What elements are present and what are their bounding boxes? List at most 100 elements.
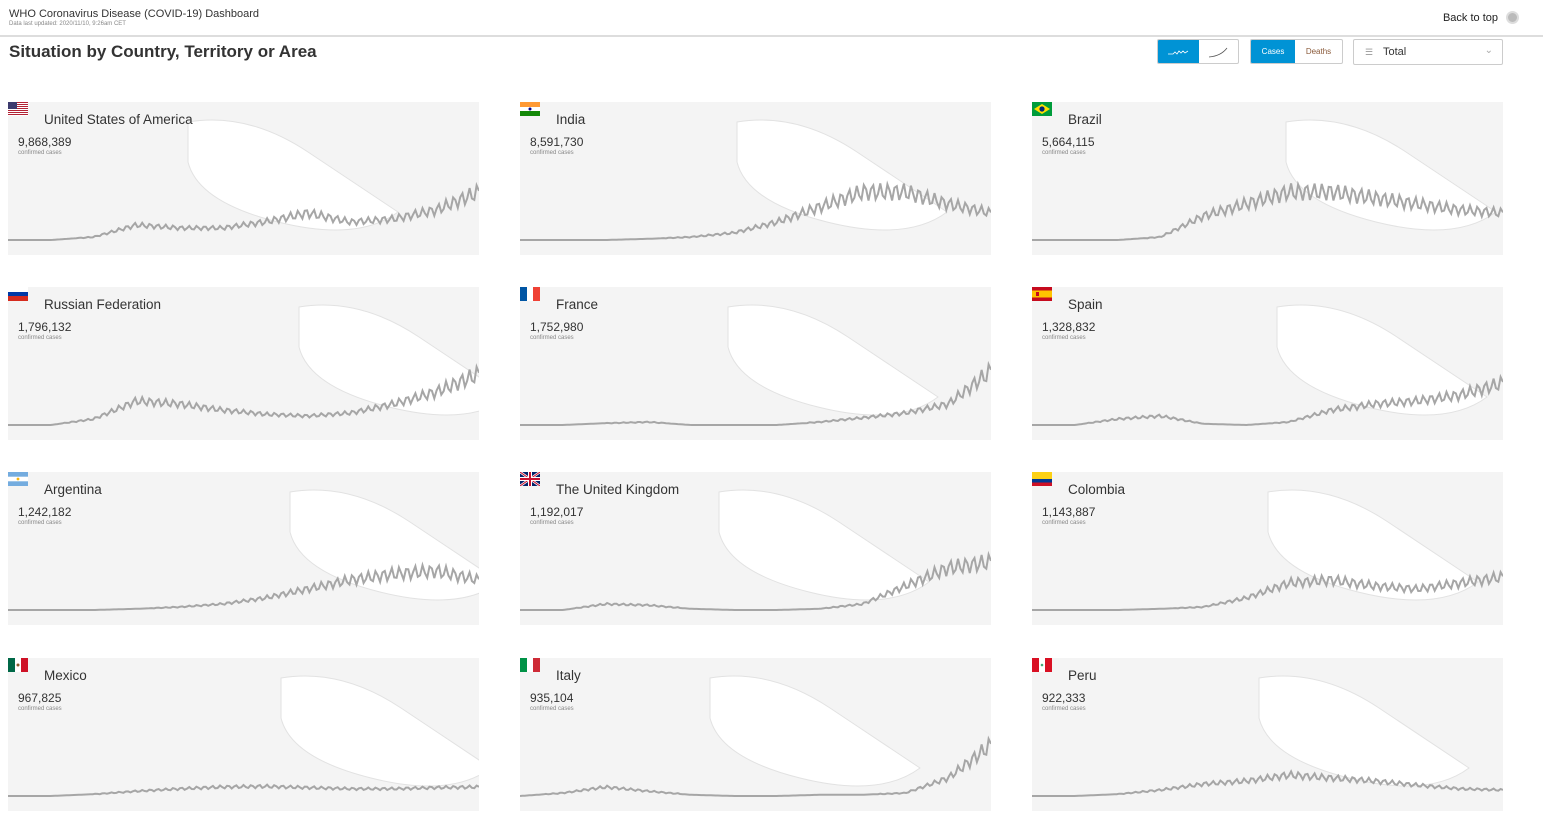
flag-icon (8, 472, 28, 486)
cases-button[interactable]: Cases (1251, 40, 1296, 63)
sort-value: Total (1383, 46, 1407, 58)
confirmed-count: 1,242,182 (18, 505, 72, 519)
confirmed-label: confirmed cases (530, 520, 574, 526)
country-card[interactable]: Argentina 1,242,182 confirmed cases (8, 472, 479, 625)
country-name: Mexico (44, 668, 87, 683)
chevron-down-icon: ⌄ (1484, 45, 1493, 56)
confirmed-label: confirmed cases (18, 150, 62, 156)
country-name: France (556, 297, 599, 312)
country-name: India (556, 112, 586, 127)
trend-line (8, 363, 479, 426)
confirmed-count: 1,796,132 (18, 320, 72, 334)
app-title: WHO Coronavirus Disease (COVID-19) Dashb… (9, 8, 260, 20)
country-name: Peru (1068, 668, 1097, 683)
flag-icon (1032, 658, 1052, 672)
confirmed-count: 5,664,115 (1042, 135, 1095, 149)
map-and-trend (1032, 489, 1503, 611)
chart-mode-toggle (1157, 39, 1239, 64)
confirmed-count: 1,328,832 (1042, 320, 1096, 334)
confirmed-count: 8,591,730 (530, 135, 584, 149)
map-and-trend (520, 304, 991, 426)
curve-icon (1209, 47, 1228, 57)
map-and-trend (1032, 675, 1503, 797)
map-and-trend (8, 675, 479, 797)
map-and-trend (1032, 304, 1503, 427)
confirmed-count: 967,825 (18, 691, 62, 705)
country-card[interactable]: Italy 935,104 confirmed cases (520, 658, 991, 811)
country-card[interactable]: United States of America 9,868,389 confi… (8, 102, 479, 255)
confirmed-label: confirmed cases (1042, 335, 1086, 341)
country-card[interactable]: France 1,752,980 confirmed cases (520, 287, 991, 440)
confirmed-label: confirmed cases (530, 150, 574, 156)
deaths-button[interactable]: Deaths (1305, 47, 1332, 56)
trend-line (520, 180, 991, 241)
map-shape (280, 675, 479, 787)
country-card[interactable]: Russian Federation 1,796,132 confirmed c… (8, 287, 479, 440)
map-shape (1258, 675, 1470, 787)
trend-line (8, 783, 479, 797)
map-shape (727, 304, 939, 416)
cumulative-chart-button[interactable] (1199, 40, 1238, 63)
country-card[interactable]: The United Kingdom 1,192,017 confirmed c… (520, 472, 991, 625)
flag-icon (8, 102, 28, 116)
country-card[interactable]: Mexico 967,825 confirmed cases (8, 658, 479, 811)
map-shape (187, 119, 399, 231)
country-card[interactable]: Peru 922,333 confirmed cases (1032, 658, 1503, 811)
confirmed-count: 1,192,017 (530, 505, 584, 519)
flag-icon (520, 658, 540, 672)
confirmed-label: confirmed cases (1042, 150, 1086, 156)
map-and-trend (1032, 119, 1503, 241)
map-shape (298, 304, 479, 416)
flag-icon (520, 102, 540, 116)
back-to-top-link[interactable]: Back to top (1442, 12, 1498, 24)
top-bar: WHO Coronavirus Disease (COVID-19) Dashb… (0, 0, 1543, 37)
country-name: Colombia (1068, 482, 1126, 497)
sort-icon: ☰ (1365, 47, 1374, 57)
flag-icon (520, 287, 540, 301)
flag-icon (1032, 472, 1052, 486)
globe-icon[interactable] (1506, 11, 1519, 24)
last-updated: Data last updated: 2020/11/10, 9:26am CE… (9, 21, 126, 27)
map-shape (709, 675, 921, 787)
trend-line (520, 550, 991, 611)
map-and-trend (8, 304, 479, 426)
map-shape (1276, 304, 1488, 416)
country-name: Spain (1068, 297, 1103, 312)
metric-toggle: Cases Deaths (1250, 39, 1343, 64)
confirmed-label: confirmed cases (18, 335, 62, 341)
confirmed-count: 935,104 (530, 691, 574, 705)
country-card[interactable]: Brazil 5,664,115 confirmed cases (1032, 102, 1503, 255)
map-and-trend (520, 675, 991, 797)
map-shape (718, 489, 930, 601)
trend-line (1032, 769, 1503, 797)
confirmed-count: 1,143,887 (1042, 505, 1096, 519)
country-name: United States of America (44, 112, 193, 127)
sort-select[interactable]: ☰ Total ⌄ (1353, 39, 1503, 65)
country-card[interactable]: Spain 1,328,832 confirmed cases (1032, 287, 1503, 440)
confirmed-label: confirmed cases (1042, 706, 1086, 712)
daily-chart-button[interactable] (1158, 40, 1199, 63)
map-and-trend (8, 119, 479, 241)
confirmed-label: confirmed cases (18, 520, 62, 526)
map-shape (289, 489, 479, 601)
map-and-trend (8, 489, 479, 611)
confirmed-count: 922,333 (1042, 691, 1086, 705)
trend-line (1032, 180, 1503, 241)
flag-icon (520, 472, 540, 486)
confirmed-count: 1,752,980 (530, 320, 584, 334)
map-and-trend (520, 489, 991, 611)
country-card[interactable]: India 8,591,730 confirmed cases (520, 102, 991, 255)
trend-line (8, 561, 479, 611)
page-title: Situation by Country, Territory or Area (9, 42, 317, 61)
confirmed-count: 9,868,389 (18, 135, 72, 149)
flag-icon (1032, 102, 1052, 116)
flag-icon (1032, 287, 1052, 301)
country-name: The United Kingdom (556, 482, 680, 497)
map-shape (1267, 489, 1479, 601)
country-name: Russian Federation (44, 297, 162, 312)
trend-line (1032, 569, 1503, 611)
wave-icon (1168, 49, 1189, 55)
country-card[interactable]: Colombia 1,143,887 confirmed cases (1032, 472, 1503, 625)
flag-icon (8, 287, 28, 301)
flag-icon (8, 658, 28, 672)
